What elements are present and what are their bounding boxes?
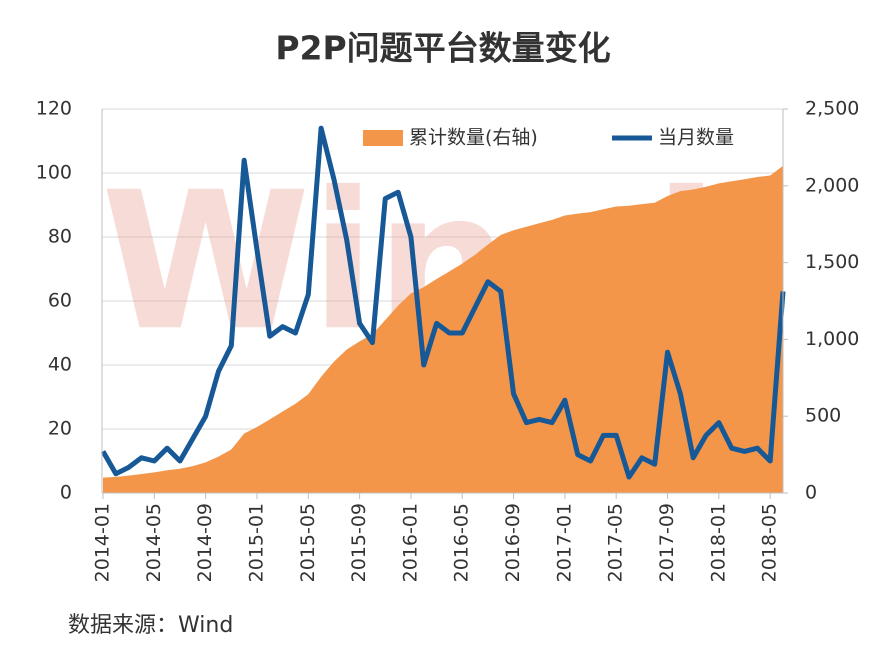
y2-tick-label: 1,500 <box>805 251 859 273</box>
x-tick-label: 2018-05 <box>759 503 781 582</box>
x-tick-label: 2016-05 <box>451 503 473 582</box>
source-note: 数据来源：Wind <box>68 613 233 638</box>
chart-title: P2P问题平台数量变化 <box>275 29 610 68</box>
legend-swatch <box>363 130 403 146</box>
x-tick-label: 2018-01 <box>707 503 729 582</box>
y-tick-label: 80 <box>48 226 72 248</box>
y-tick-label: 60 <box>48 290 72 312</box>
y2-tick-label: 1,000 <box>805 328 859 350</box>
x-tick-label: 2014-01 <box>92 503 114 582</box>
x-tick-label: 2017-09 <box>656 503 678 582</box>
y2-tick-label: 2,000 <box>805 174 859 196</box>
y-tick-label: 0 <box>60 482 72 504</box>
legend-label: 当月数量 <box>658 127 734 149</box>
y2-tick-label: 2,500 <box>805 98 859 120</box>
y2-tick-label: 500 <box>805 405 841 427</box>
y-tick-label: 120 <box>36 98 72 120</box>
x-tick-label: 2017-01 <box>553 503 575 582</box>
line <box>100 125 786 480</box>
x-tick-label: 2016-01 <box>399 503 421 582</box>
y-tick-label: 100 <box>36 162 72 184</box>
x-tick-label: 2014-05 <box>143 503 165 582</box>
x-tick-label: 2015-01 <box>245 503 267 582</box>
x-tick-label: 2014-09 <box>194 503 216 582</box>
y2-tick-label: 0 <box>805 482 817 504</box>
x-tick-label: 2015-09 <box>348 503 370 582</box>
x-tick-label: 2017-05 <box>605 503 627 582</box>
y-tick-label: 20 <box>48 418 72 440</box>
y-tick-label: 40 <box>48 354 72 376</box>
x-tick-label: 2015-05 <box>297 503 319 582</box>
x-tick-label: 2016-09 <box>502 503 524 582</box>
legend-label: 累计数量(右轴) <box>409 127 538 149</box>
